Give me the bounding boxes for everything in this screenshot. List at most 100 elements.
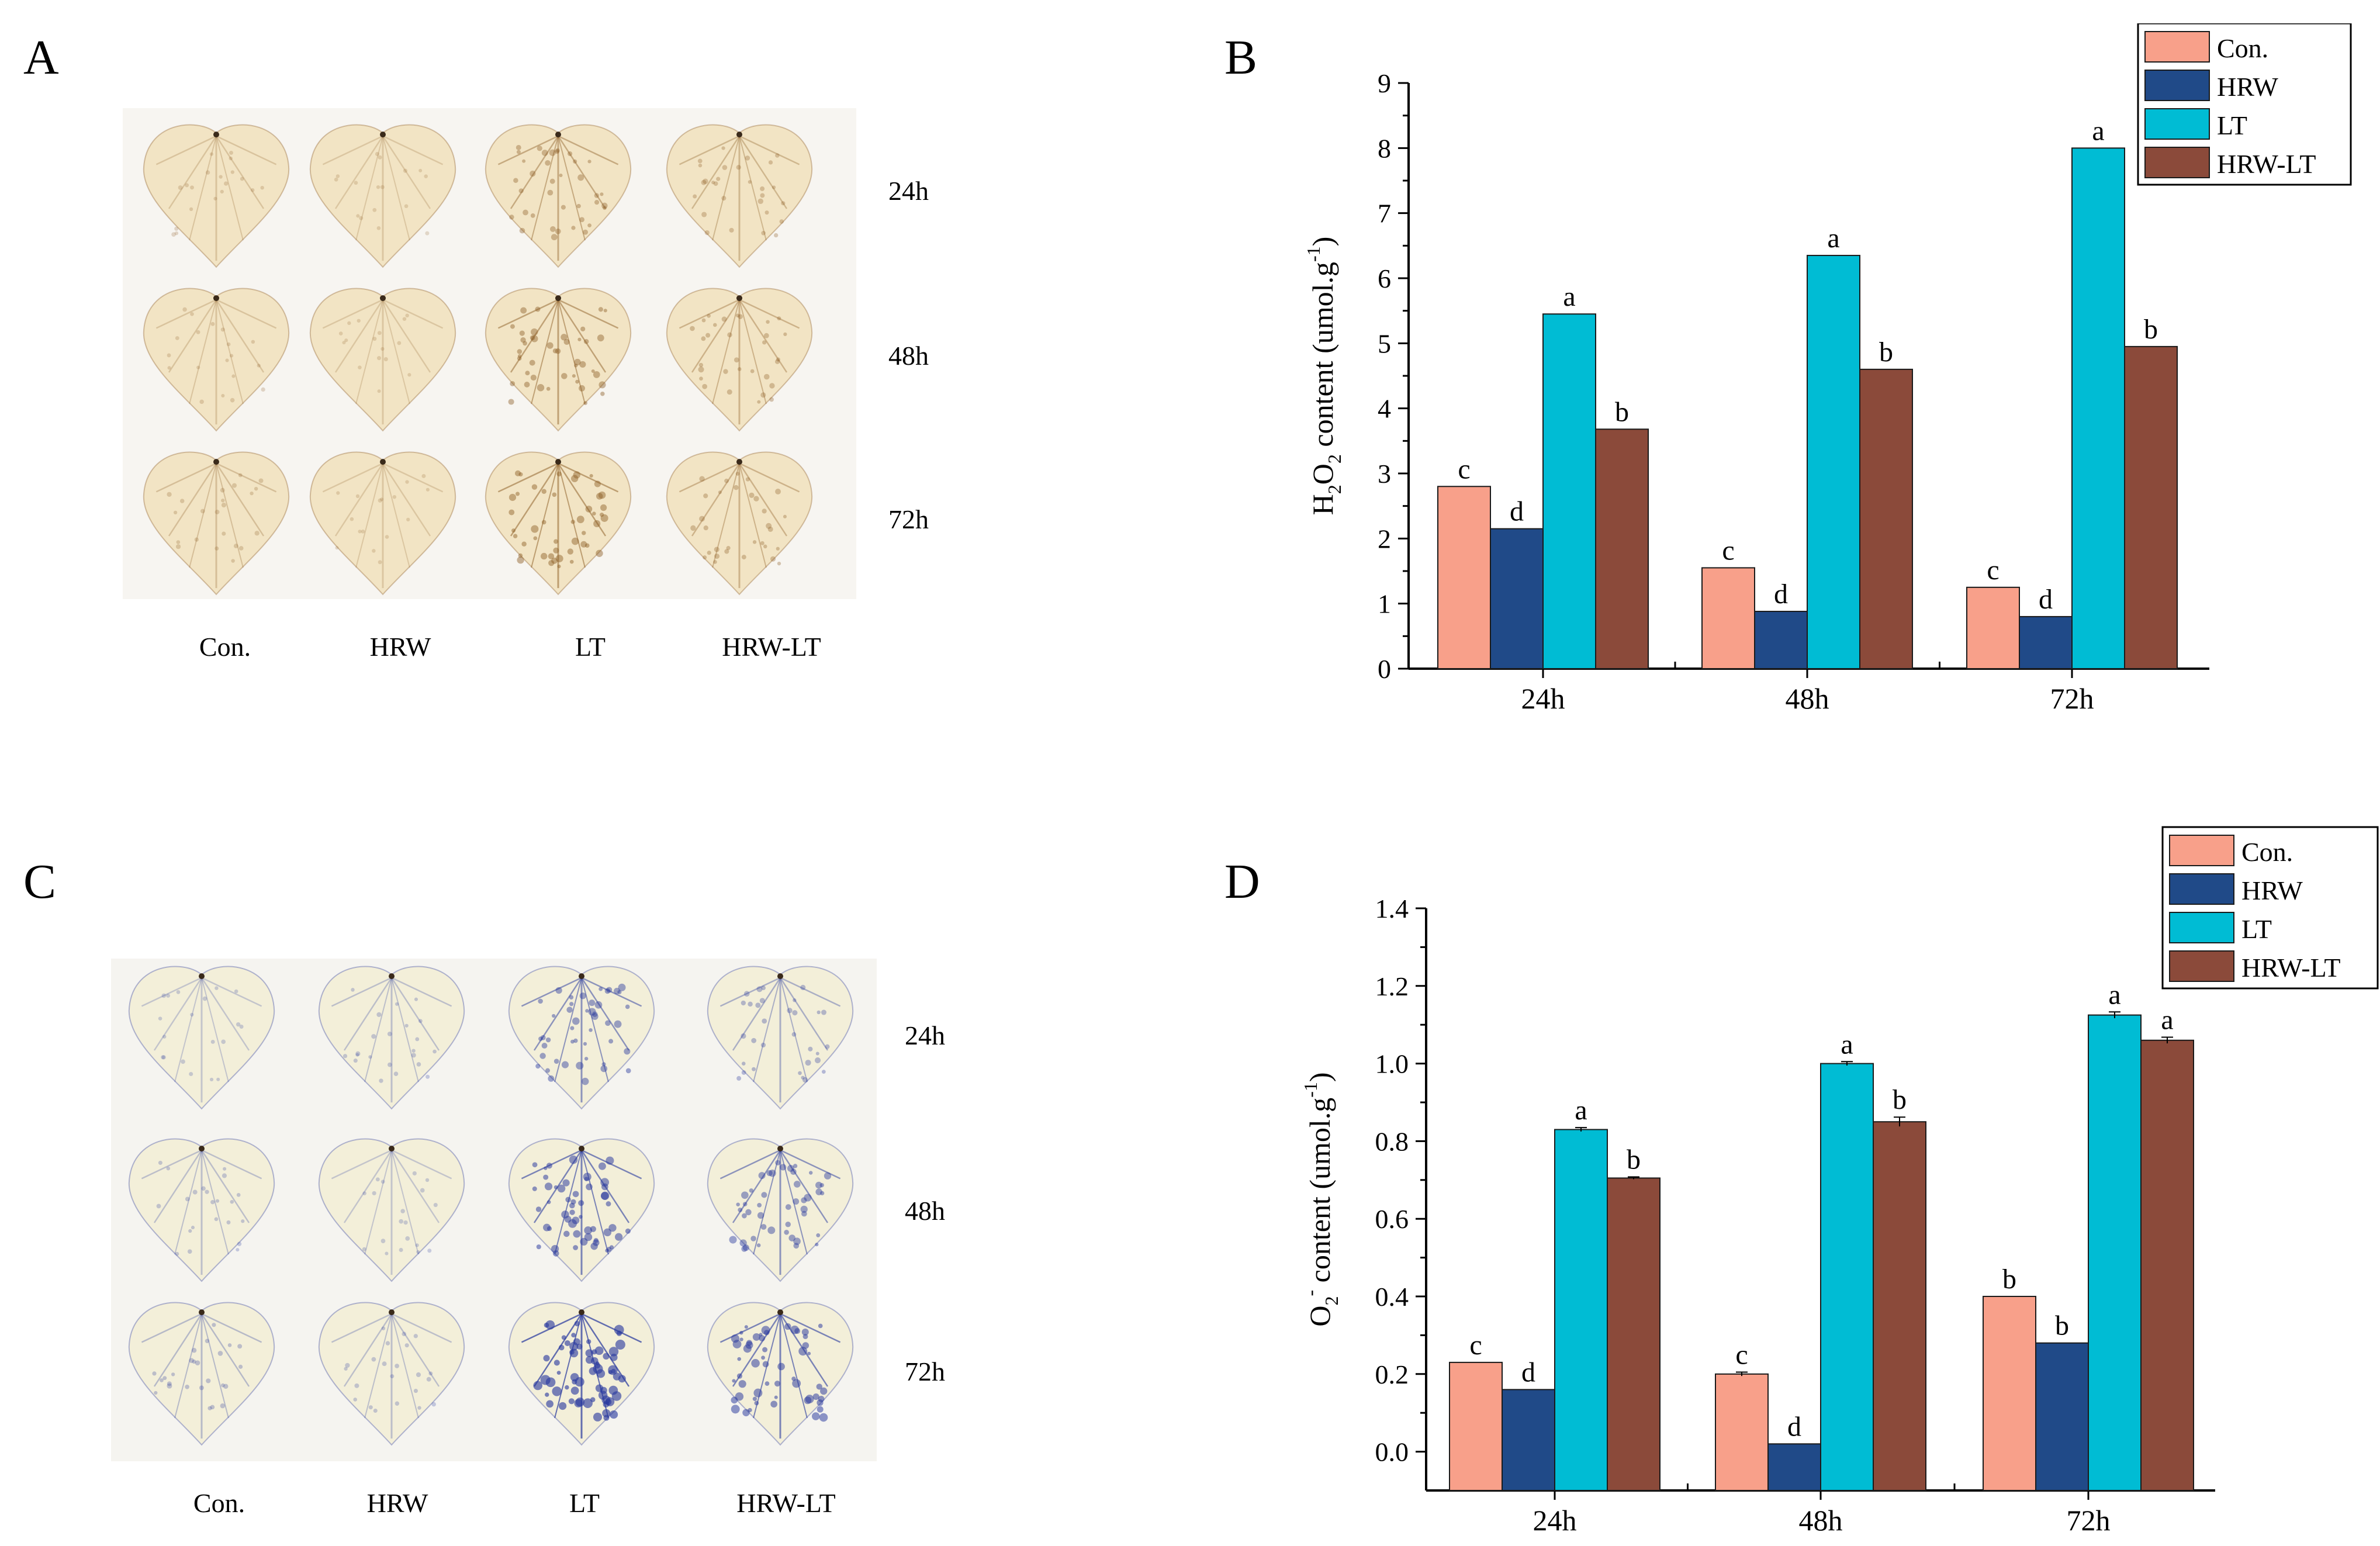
stain-spot (714, 547, 719, 552)
leaf-vein (391, 977, 419, 1082)
panel-c-column-label: LT (569, 1488, 600, 1518)
stain-spot (433, 1049, 437, 1054)
stain-spot (819, 1413, 828, 1422)
stain-spot (762, 1361, 769, 1368)
stain-spot (760, 392, 766, 398)
stain-spot (614, 988, 620, 994)
significance-letter: d (1521, 1357, 1535, 1388)
leaf-image (508, 1138, 655, 1282)
stain-spot (209, 1077, 214, 1082)
stain-spot (156, 1203, 161, 1209)
stain-spot (377, 331, 382, 336)
stain-spot (766, 523, 772, 529)
stain-spot (723, 369, 728, 374)
y-tick-label: 0.0 (1375, 1437, 1409, 1467)
stain-spot (584, 1177, 589, 1181)
leaf-vein (391, 1149, 452, 1180)
label-superscript: -1 (1303, 246, 1324, 262)
stain-spot (530, 213, 535, 218)
leaf-photo (313, 956, 471, 1113)
stain-spot (739, 1239, 747, 1247)
leaf-vein (780, 1313, 841, 1343)
y-tick-label: 5 (1378, 328, 1391, 358)
stain-spot (598, 307, 603, 312)
stain-spot (701, 212, 707, 217)
stain-spot (171, 232, 176, 237)
stain-spot (583, 229, 589, 235)
bar (2019, 615, 2073, 670)
stain-spot (575, 379, 579, 384)
stain-spot (531, 484, 538, 490)
stain-spot (189, 207, 193, 212)
stain-spot (545, 1037, 551, 1043)
stain-spot (741, 1033, 746, 1039)
leaf-vein (580, 977, 630, 1051)
stain-spot (404, 204, 409, 209)
stain-spot (231, 483, 237, 488)
leaf-vein (779, 1150, 829, 1223)
stain-spot (785, 1204, 791, 1210)
y-tick-label: 4 (1378, 394, 1391, 424)
stain-spot (741, 1246, 748, 1252)
leaf-petiole (777, 1146, 783, 1152)
stain-spot (509, 215, 514, 220)
leaf-vein (739, 462, 800, 493)
label-part: O (1303, 1305, 1336, 1326)
leaf-vein (581, 1150, 609, 1255)
stain-spot (185, 1196, 190, 1202)
stain-spot (378, 560, 382, 565)
stain-spot (368, 1405, 373, 1410)
leaf-photo (479, 114, 637, 272)
legend-swatch (2169, 950, 2234, 982)
stain-spot (561, 1210, 569, 1219)
leaf-vein (391, 1150, 419, 1255)
leaf-photo (701, 956, 859, 1113)
label-subscript: 2 (1324, 485, 1345, 494)
stain-spot (335, 546, 339, 550)
legend-swatch (2169, 873, 2234, 905)
stain-spot (817, 1406, 824, 1413)
leaf-vein (382, 299, 444, 329)
stain-spot (577, 174, 584, 181)
leaf-vein (712, 299, 740, 404)
stain-spot (787, 1164, 794, 1172)
stain-spot (793, 1198, 800, 1205)
leaf-vein (200, 1313, 250, 1387)
leaf-vein (168, 463, 217, 537)
stain-spot (515, 492, 520, 496)
stain-spot (608, 1039, 614, 1044)
y-tick-label: 1.4 (1375, 894, 1409, 924)
leaf-vein (581, 977, 642, 1007)
leaf-vein (155, 462, 217, 493)
leaf-image (318, 966, 465, 1110)
stain-spot (594, 1346, 604, 1355)
stain-spot (426, 1376, 431, 1382)
stain-spot (773, 233, 779, 238)
leaf-vein (334, 463, 384, 537)
leaf-petiole (213, 295, 219, 302)
stain-spot (606, 1247, 612, 1252)
stain-spot (226, 1220, 231, 1225)
stain-spot (589, 1367, 597, 1375)
leaf-vein (557, 136, 607, 209)
leaf-photo (313, 1292, 471, 1450)
stain-spot (513, 534, 518, 538)
stain-spot (760, 1224, 767, 1230)
stain-spot (798, 1347, 808, 1356)
stain-spot (721, 316, 727, 322)
stain-spot (618, 983, 626, 991)
stain-spot (518, 472, 523, 477)
stain-spot (241, 1219, 245, 1223)
stain-spot (600, 1386, 607, 1394)
stain-spot (416, 1062, 421, 1067)
leaf-petiole (736, 295, 742, 302)
leaf-petiole (579, 1309, 584, 1316)
stain-spot (541, 520, 546, 525)
stain-spot (601, 1183, 608, 1191)
significance-letter: c (1469, 1330, 1482, 1361)
panel-b-letter: B (1224, 30, 1258, 85)
stain-spot (816, 1233, 821, 1237)
stain-spot (215, 986, 219, 990)
stain-spot (792, 1010, 798, 1016)
leaf-petiole (579, 973, 584, 980)
